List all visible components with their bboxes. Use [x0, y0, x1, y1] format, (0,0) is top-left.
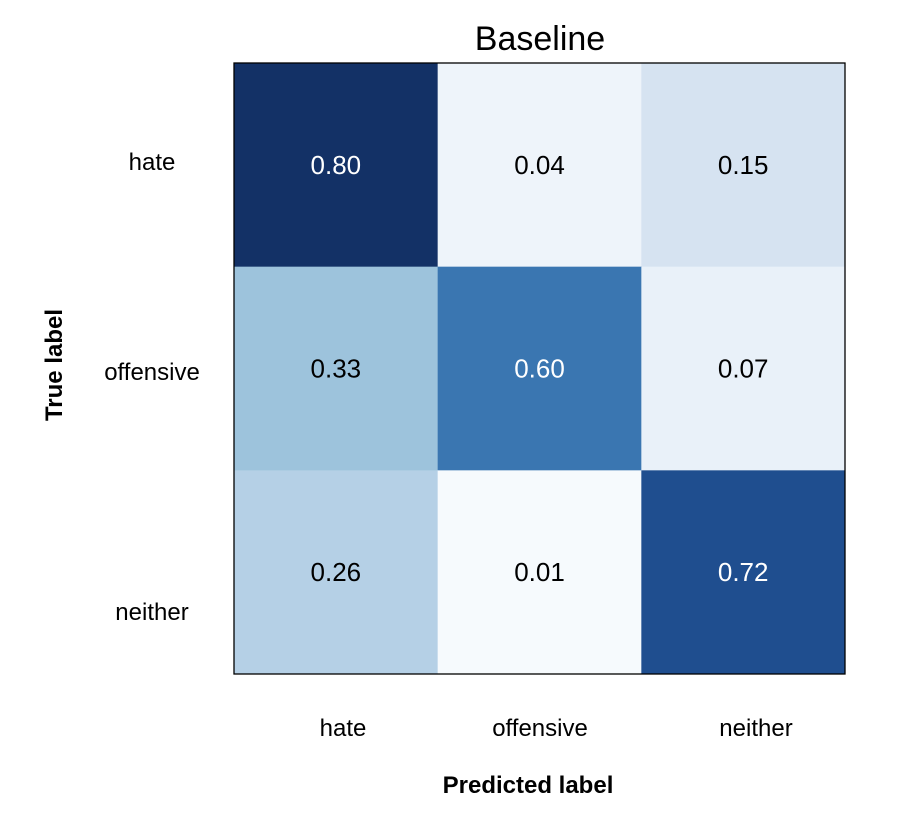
heatmap-cell-2-1 — [437, 470, 642, 675]
cell-value-label: 0.60 — [514, 354, 565, 384]
plot-frame — [233, 62, 846, 675]
cell-value-label: 0.04 — [514, 150, 565, 180]
y-tick-label: neither — [115, 599, 188, 626]
x-tick-label: offensive — [492, 715, 588, 742]
chart-title: Baseline — [475, 20, 605, 58]
heatmap-cell-0-0 — [234, 63, 439, 268]
cell-value-label: 0.80 — [311, 150, 362, 180]
x-tick-labels: hate offensive neither — [320, 715, 793, 742]
heatmap-value-labels: 0.80 0.04 0.15 0.33 0.60 0.07 0.26 0.01 0.72 — [311, 150, 769, 587]
cell-value-label: 0.72 — [718, 557, 769, 587]
cell-value-label: 0.33 — [311, 354, 362, 384]
y-tick-label: offensive — [104, 359, 200, 386]
cell-value-label: 0.15 — [718, 150, 769, 180]
cell-value-label: 0.07 — [718, 354, 769, 384]
y-tick-label: hate — [129, 149, 176, 176]
heatmap-cell-0-2 — [641, 63, 846, 268]
heatmap-cell-1-0 — [234, 266, 439, 471]
y-axis-label: True label — [41, 309, 68, 421]
heatmap-cell-0-1 — [437, 63, 642, 268]
heatmap-cell-1-2 — [641, 266, 846, 471]
cell-value-label: 0.26 — [311, 557, 362, 587]
heatmap-cell-1-1 — [437, 266, 642, 471]
x-tick-label: neither — [719, 715, 792, 742]
cell-value-label: 0.01 — [514, 557, 565, 587]
x-tick-label: hate — [320, 715, 367, 742]
heatmap-cell-2-2 — [641, 470, 846, 675]
heatmap-cell-2-0 — [234, 470, 439, 675]
y-tick-labels: hate offensive neither — [104, 149, 200, 626]
x-axis-label: Predicted label — [443, 772, 614, 799]
heatmap-cells — [234, 63, 846, 675]
